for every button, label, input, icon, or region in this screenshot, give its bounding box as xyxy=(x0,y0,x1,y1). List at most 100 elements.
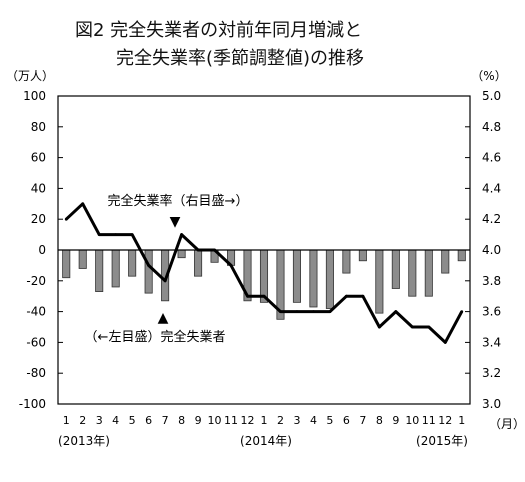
month-label-2: 3 xyxy=(96,414,103,427)
left-tick-label-8: -60 xyxy=(26,335,46,349)
bar-unemployed-24 xyxy=(457,249,466,262)
point-unemployment-rate-20 xyxy=(394,310,398,313)
left-axis-unit: （万人） xyxy=(6,69,54,83)
right-tick-label-8: 3.4 xyxy=(482,335,501,349)
bar-unemployed-5 xyxy=(144,249,153,294)
bar-unemployed-17 xyxy=(342,249,351,274)
month-label-11: 12 xyxy=(241,414,255,427)
rate-annotation: 完全失業率（右目盛→） xyxy=(108,193,249,209)
right-tick-label-5: 4.0 xyxy=(482,243,501,257)
month-label-1: 2 xyxy=(79,414,86,427)
month-label-21: 10 xyxy=(405,414,419,427)
month-label-5: 6 xyxy=(145,414,152,427)
month-label-18: 7 xyxy=(359,414,366,427)
right-tick-label-0: 5.0 xyxy=(482,89,501,103)
month-label-20: 9 xyxy=(392,414,399,427)
point-unemployment-rate-14 xyxy=(295,310,299,313)
bar-unemployed-18 xyxy=(358,249,367,262)
month-unit-label: （月） xyxy=(489,417,525,431)
point-unemployment-rate-3 xyxy=(114,233,118,237)
bar-unemployed-0 xyxy=(62,249,71,279)
point-unemployment-rate-11 xyxy=(246,294,249,298)
year-label-2014: (2014年) xyxy=(240,434,292,448)
bar-unemployed-3 xyxy=(111,249,120,288)
point-unemployment-rate-10 xyxy=(229,264,233,267)
unemployed-marker: ▲ xyxy=(158,310,169,326)
bar-unemployed-12 xyxy=(259,249,269,303)
month-label-22: 11 xyxy=(422,414,436,427)
bar-unemployed-19 xyxy=(375,249,384,314)
point-unemployment-rate-5 xyxy=(147,264,151,267)
left-tick-label-2: 60 xyxy=(31,151,46,165)
bar-unemployed-14 xyxy=(292,249,301,303)
point-unemployment-rate-21 xyxy=(410,325,414,329)
bar-unemployed-15 xyxy=(309,249,318,308)
month-label-3: 4 xyxy=(112,414,119,427)
left-tick-label-7: -40 xyxy=(26,305,46,319)
right-tick-label-3: 4.4 xyxy=(482,181,501,195)
month-label-24: 1 xyxy=(458,414,465,427)
month-label-6: 7 xyxy=(162,414,169,427)
left-tick-label-4: 20 xyxy=(31,212,46,226)
bar-unemployed-22 xyxy=(424,249,433,297)
left-tick-label-9: -80 xyxy=(26,366,46,380)
bar-unemployed-20 xyxy=(391,249,400,289)
left-tick-label-6: -20 xyxy=(26,274,46,288)
month-label-14: 3 xyxy=(293,414,300,427)
left-tick-label-1: 80 xyxy=(31,120,46,134)
rate-marker: ▼ xyxy=(170,214,181,230)
bar-unemployed-23 xyxy=(441,249,450,274)
point-unemployment-rate-15 xyxy=(312,310,315,313)
right-tick-label-4: 4.2 xyxy=(482,212,501,226)
right-tick-label-7: 3.6 xyxy=(482,305,501,319)
month-label-4: 5 xyxy=(129,414,136,427)
year-label-2015: (2015年) xyxy=(416,434,468,448)
bar-unemployed-21 xyxy=(408,249,417,297)
right-tick-label-9: 3.2 xyxy=(482,366,501,380)
left-tick-label-0: 100 xyxy=(23,89,46,103)
month-label-7: 8 xyxy=(178,414,185,427)
month-label-10: 11 xyxy=(224,414,238,427)
bar-unemployed-4 xyxy=(128,249,137,277)
point-unemployment-rate-4 xyxy=(130,233,134,237)
point-unemployment-rate-2 xyxy=(97,233,101,237)
bar-unemployed-2 xyxy=(95,249,104,292)
point-unemployment-rate-9 xyxy=(213,248,216,252)
left-tick-label-3: 40 xyxy=(31,181,46,195)
left-tick-label-10: -100 xyxy=(19,397,46,411)
point-unemployment-rate-6 xyxy=(163,279,167,283)
right-tick-label-2: 4.6 xyxy=(482,151,501,165)
point-unemployment-rate-23 xyxy=(443,341,447,344)
point-unemployment-rate-16 xyxy=(328,310,332,313)
month-label-16: 5 xyxy=(326,414,333,427)
bar-unemployed-16 xyxy=(325,249,334,309)
chart-title-line1: 図2 完全失業者の対前年同月増減と xyxy=(75,20,363,41)
left-tick-label-5: 0 xyxy=(38,243,46,257)
right-tick-label-1: 4.8 xyxy=(482,120,501,134)
month-label-17: 6 xyxy=(343,414,350,427)
month-label-0: 1 xyxy=(63,414,70,427)
right-tick-label-6: 3.8 xyxy=(482,274,501,288)
point-unemployment-rate-8 xyxy=(196,248,200,252)
point-unemployment-rate-13 xyxy=(279,310,282,313)
point-unemployment-rate-22 xyxy=(427,325,431,329)
point-unemployment-rate-12 xyxy=(262,294,266,298)
month-label-23: 12 xyxy=(438,414,452,427)
point-unemployment-rate-0 xyxy=(64,217,68,221)
month-label-8: 9 xyxy=(195,414,202,427)
month-label-13: 2 xyxy=(277,414,284,427)
point-unemployment-rate-24 xyxy=(460,310,464,313)
point-unemployment-rate-19 xyxy=(377,325,381,329)
month-label-9: 10 xyxy=(208,414,222,427)
right-tick-label-10: 3.0 xyxy=(482,397,501,411)
chart-title-line2: 完全失業率(季節調整値)の推移 xyxy=(116,48,365,69)
month-label-19: 8 xyxy=(376,414,383,427)
point-unemployment-rate-18 xyxy=(361,294,365,298)
right-axis-unit: （%） xyxy=(471,69,506,83)
bar-unemployed-1 xyxy=(78,249,87,269)
month-label-15: 4 xyxy=(310,414,317,427)
year-label-2013: (2013年) xyxy=(58,434,110,448)
unemployed-annotation: （←左目盛）完全失業者 xyxy=(85,329,226,345)
